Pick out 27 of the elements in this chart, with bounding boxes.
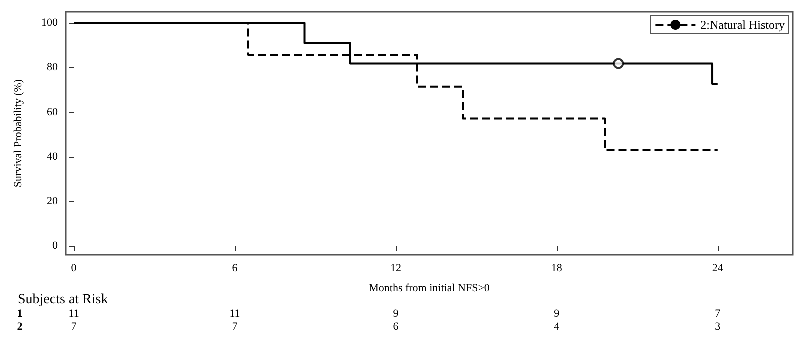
y-tick-label: 60 <box>47 106 58 118</box>
y-tick-label: 40 <box>47 150 58 163</box>
y-axis-title: Survival Probability (%) <box>12 79 24 188</box>
text: 9 <box>554 308 560 320</box>
x-tick-label: 18 <box>551 262 563 274</box>
text: 7 <box>715 308 722 320</box>
text: 7 <box>232 321 238 333</box>
text: 2 <box>17 321 24 333</box>
x-axis-title: Months from initial NFS>0 <box>369 282 490 294</box>
text: 1 <box>17 308 23 320</box>
x-tick-label: 0 <box>71 262 78 274</box>
x-tick-label: 24 <box>712 262 724 274</box>
text: 11 <box>68 308 80 320</box>
text: 11 <box>230 308 240 320</box>
y-tick-label: 80 <box>47 62 58 74</box>
y-tick-label: 20 <box>47 195 58 208</box>
y-tick-label: 100 <box>42 17 58 30</box>
text: 3 <box>715 321 722 333</box>
text: 4 <box>554 321 560 333</box>
text: Subjects at Risk <box>18 292 108 308</box>
legend-label: 2:Natural History <box>700 18 786 32</box>
text: 6 <box>393 321 400 333</box>
text: 7 <box>71 321 78 333</box>
x-tick-label: 6 <box>232 262 238 274</box>
x-tick-label: 12 <box>390 262 402 274</box>
text: 9 <box>393 308 400 320</box>
y-tick-label: 0 <box>52 240 58 252</box>
